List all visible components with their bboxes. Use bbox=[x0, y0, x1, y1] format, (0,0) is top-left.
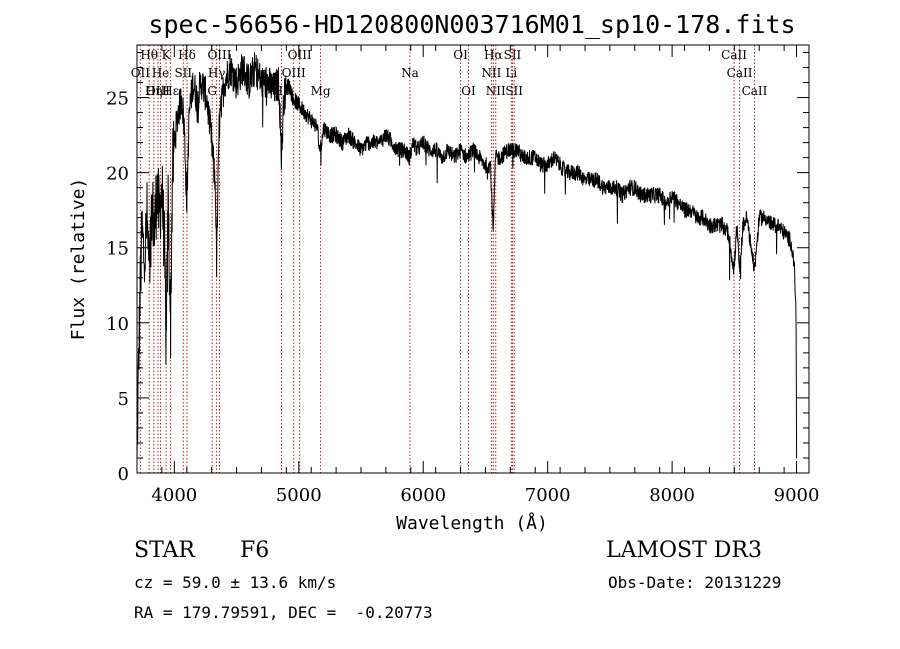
coordinates-readout: RA = 179.79591, DEC = -0.20773 bbox=[134, 603, 433, 622]
x-tick-label: 9000 bbox=[774, 485, 820, 506]
chart-title: spec-56656-HD120800N003716M01_sp10-178.f… bbox=[148, 10, 795, 39]
line-marker-label: Mg bbox=[311, 84, 331, 98]
y-tick-label: 20 bbox=[106, 164, 129, 185]
plot-frame bbox=[136, 44, 810, 474]
y-tick-label: 0 bbox=[118, 464, 129, 485]
spectrum-series-line bbox=[136, 52, 798, 461]
line-marker-label: OIII bbox=[282, 66, 306, 80]
line-marker-label: CaII bbox=[742, 84, 768, 98]
line-marker-label: Na bbox=[401, 66, 419, 80]
x-tick-label: 6000 bbox=[400, 485, 446, 506]
line-marker-label: OI bbox=[453, 48, 468, 62]
line-marker-label: OIII bbox=[288, 48, 312, 62]
line-marker-label: NII bbox=[486, 84, 506, 98]
object-class: STAR bbox=[134, 538, 195, 563]
x-tick-label: 8000 bbox=[649, 485, 695, 506]
line-marker-label: Hδ bbox=[178, 48, 196, 62]
line-marker-label: Li bbox=[505, 66, 517, 80]
line-markers bbox=[139, 45, 755, 473]
line-marker-label: OIII bbox=[207, 48, 231, 62]
line-marker-label: CaII bbox=[721, 48, 747, 62]
y-tick-label: 25 bbox=[106, 89, 129, 110]
x-tick-label: 5000 bbox=[276, 485, 322, 506]
line-marker-label: Hθ bbox=[140, 48, 158, 62]
line-marker-label: NII bbox=[481, 66, 501, 80]
line-marker-label: Hη bbox=[145, 84, 163, 98]
line-marker-label: OII bbox=[131, 66, 151, 80]
line-marker-label: K bbox=[162, 48, 172, 62]
y-tick-label: 10 bbox=[106, 314, 129, 335]
line-marker-label: SII bbox=[504, 48, 522, 62]
line-marker-label: He bbox=[152, 66, 170, 80]
line-marker-label: OIII bbox=[146, 84, 170, 98]
axis-ticks: 4000 5000 6000 7000 8000 9000 0 5 10 15 20 25 bbox=[106, 45, 819, 506]
line-marker-label: CaII bbox=[727, 66, 753, 80]
survey-name: LAMOST DR3 bbox=[606, 538, 762, 563]
line-marker-label: SII bbox=[505, 84, 523, 98]
y-tick-label: 15 bbox=[106, 239, 129, 260]
redshift-readout: cz = 59.0 ± 13.6 km/s bbox=[134, 573, 337, 592]
line-marker-label: Hε bbox=[162, 84, 179, 98]
observation-date: Obs-Date: 20131229 bbox=[608, 573, 782, 592]
line-marker-label: Hα bbox=[484, 48, 503, 62]
line-marker-label: OI bbox=[461, 84, 476, 98]
y-tick-label: 5 bbox=[118, 389, 129, 410]
y-axis-label: Flux (relative) bbox=[68, 178, 89, 341]
line-marker-label: SII bbox=[174, 66, 192, 80]
line-marker-label: Hγ bbox=[208, 66, 226, 80]
object-subclass: F6 bbox=[240, 538, 270, 563]
x-tick-label: 7000 bbox=[525, 485, 571, 506]
x-tick-label: 4000 bbox=[151, 485, 197, 506]
x-axis-label: Wavelength (Å) bbox=[396, 512, 548, 534]
line-marker-label: G bbox=[207, 84, 217, 98]
